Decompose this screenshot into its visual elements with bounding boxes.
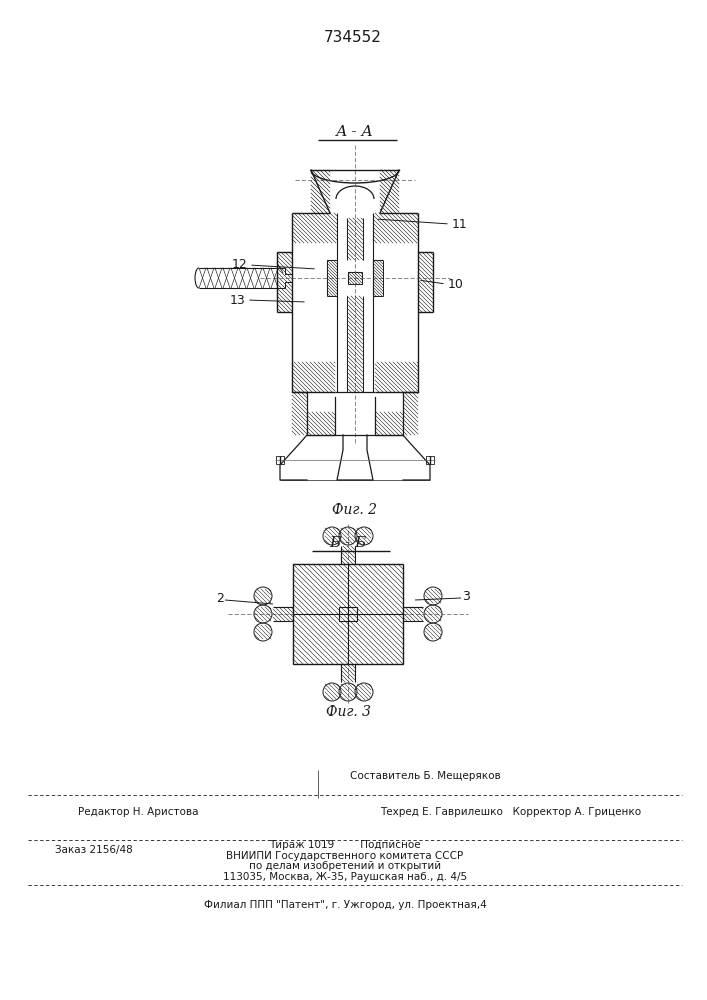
- Text: 2: 2: [216, 591, 224, 604]
- Text: Техред Е. Гаврилешко   Корректор А. Гриценко: Техред Е. Гаврилешко Корректор А. Грицен…: [380, 807, 641, 817]
- Text: 734552: 734552: [324, 30, 382, 45]
- Text: Фuг. 2: Фuг. 2: [332, 503, 378, 517]
- Text: Б - Б: Б - Б: [329, 536, 367, 550]
- Text: ВНИИПИ Государственного комитета СССР: ВНИИПИ Государственного комитета СССР: [226, 851, 464, 861]
- Text: Тираж 1019        Подписное: Тираж 1019 Подписное: [269, 840, 421, 850]
- Text: по делам изобретений и открытий: по делам изобретений и открытий: [249, 861, 441, 871]
- Text: Заказ 2156/48: Заказ 2156/48: [55, 845, 133, 855]
- Bar: [426, 456, 434, 464]
- Text: Филиал ППП "Патент", г. Ужгород, ул. Проектная,4: Филиал ППП "Патент", г. Ужгород, ул. Про…: [204, 900, 486, 910]
- Text: 11: 11: [452, 219, 468, 232]
- Text: Составитель Б. Мещеряков: Составитель Б. Мещеряков: [350, 771, 501, 781]
- Text: А - А: А - А: [336, 125, 374, 139]
- Text: 10: 10: [448, 277, 464, 290]
- Text: Фuг. 3: Фuг. 3: [325, 705, 370, 719]
- Bar: [339, 607, 357, 621]
- Text: 13: 13: [229, 294, 245, 306]
- Text: Редактор Н. Аристова: Редактор Н. Аристова: [78, 807, 199, 817]
- Text: 3: 3: [462, 589, 470, 602]
- Bar: [276, 456, 284, 464]
- Bar: [348, 272, 362, 284]
- Text: 12: 12: [231, 258, 247, 271]
- Bar: [293, 564, 403, 664]
- Text: 113035, Москва, Ж-35, Раушская наб., д. 4/5: 113035, Москва, Ж-35, Раушская наб., д. …: [223, 872, 467, 882]
